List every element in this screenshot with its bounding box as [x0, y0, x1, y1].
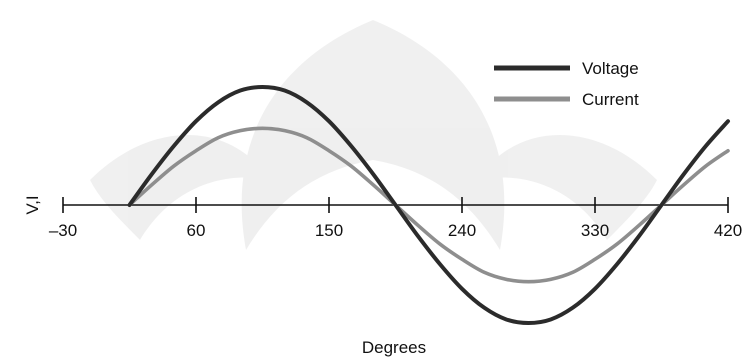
watermark-logo: [90, 20, 657, 250]
x-tick-label: –30: [49, 221, 77, 240]
series-line-voltage: [127, 85, 730, 325]
x-axis-label: Degrees: [362, 338, 426, 357]
x-tick-label: 60: [187, 221, 206, 240]
legend-label-voltage: Voltage: [582, 59, 639, 78]
series-layer: [127, 85, 730, 325]
legend: Voltage Current: [494, 59, 639, 109]
x-tick-label: 240: [448, 221, 476, 240]
x-tick-label: 330: [581, 221, 609, 240]
legend-label-current: Current: [582, 90, 639, 109]
y-axis-label: V,I: [23, 195, 42, 214]
x-tick-label: 150: [315, 221, 343, 240]
series-line-current: [127, 126, 730, 284]
x-tick-label: 420: [714, 221, 742, 240]
axes-group: –30 60 150 240 330 420 V,I Degrees: [23, 195, 742, 357]
